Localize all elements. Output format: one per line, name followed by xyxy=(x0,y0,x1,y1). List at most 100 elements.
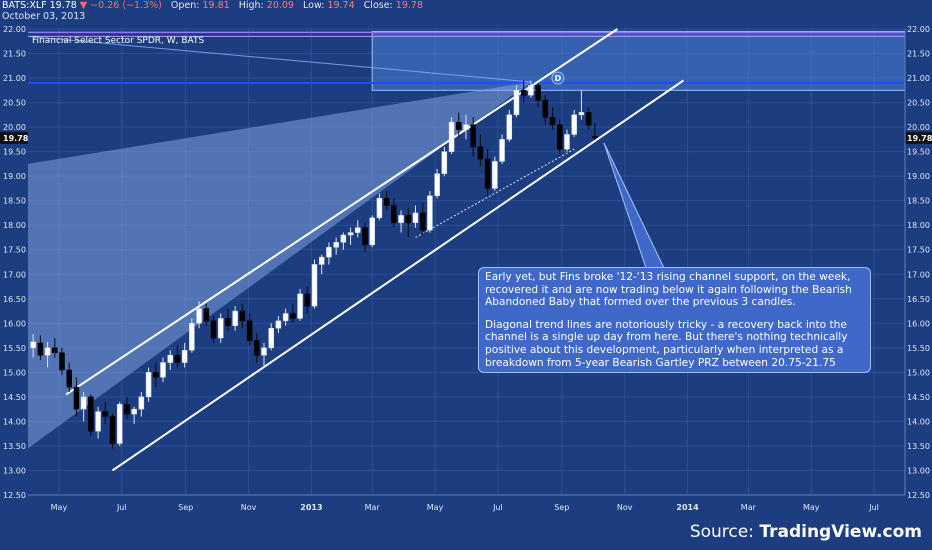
candle-body[interactable] xyxy=(528,85,534,96)
candle-body[interactable] xyxy=(477,146,484,160)
annotation-box: Early yet, but Fins broke '12-'13 rising… xyxy=(478,267,871,373)
candle-body[interactable] xyxy=(232,310,238,327)
y-tick-label-left: 14.50 xyxy=(3,393,26,402)
candle-body[interactable] xyxy=(73,386,80,410)
candle-body[interactable] xyxy=(217,318,224,339)
candle-body[interactable] xyxy=(80,396,87,410)
candle-body[interactable] xyxy=(571,114,577,135)
candle-body[interactable] xyxy=(282,313,289,322)
candle-body[interactable] xyxy=(239,310,246,322)
candle-body[interactable] xyxy=(174,354,181,363)
candle-body[interactable] xyxy=(585,112,592,126)
candle-body[interactable] xyxy=(340,234,347,243)
x-tick-label: Sep xyxy=(178,503,193,512)
candle-body[interactable] xyxy=(109,416,116,444)
candle-body[interactable] xyxy=(484,158,491,189)
candle-body[interactable] xyxy=(66,369,72,388)
candle-body[interactable] xyxy=(398,215,404,224)
symbol-name[interactable]: BATS:XLF xyxy=(2,0,47,11)
candle-body[interactable] xyxy=(203,308,210,322)
down-arrow-icon: ▼ xyxy=(79,0,88,11)
candle-body[interactable] xyxy=(383,197,390,206)
candle-body[interactable] xyxy=(254,340,260,356)
candle-body[interactable] xyxy=(333,242,339,248)
candle-body[interactable] xyxy=(456,121,462,130)
candle-body[interactable] xyxy=(434,173,440,197)
candle-body[interactable] xyxy=(578,112,585,116)
candle-body[interactable] xyxy=(116,404,123,444)
candle-body[interactable] xyxy=(549,117,556,125)
y-tick-label-left: 18.50 xyxy=(3,197,26,206)
candle-body[interactable] xyxy=(59,352,65,371)
candle-body[interactable] xyxy=(369,217,375,246)
candle-body[interactable] xyxy=(470,124,476,147)
candle-body[interactable] xyxy=(391,205,397,224)
candle-body[interactable] xyxy=(376,197,383,219)
candle-body[interactable] xyxy=(441,151,448,174)
candle-body[interactable] xyxy=(355,227,361,233)
candle-body[interactable] xyxy=(189,323,195,351)
candle-body[interactable] xyxy=(138,396,145,410)
candle-body[interactable] xyxy=(463,124,469,130)
candle-body[interactable] xyxy=(427,195,433,231)
last-price: 19.78 xyxy=(49,0,77,11)
candle-body[interactable] xyxy=(44,347,51,356)
candle-body[interactable] xyxy=(412,212,419,224)
last-price-badge-left xyxy=(0,131,28,144)
candle-body[interactable] xyxy=(557,124,563,150)
channel-upper-line[interactable] xyxy=(65,28,619,396)
candle-body[interactable] xyxy=(95,411,101,432)
candle-body[interactable] xyxy=(362,227,368,246)
y-tick-label-left: 20.00 xyxy=(3,123,26,132)
candle-body[interactable] xyxy=(181,350,188,363)
candle-body[interactable] xyxy=(225,318,231,327)
y-tick-label-right: 12.50 xyxy=(907,491,930,500)
candle-body[interactable] xyxy=(520,90,527,96)
candle-body[interactable] xyxy=(52,347,58,353)
candle-body[interactable] xyxy=(326,247,332,258)
candle-body[interactable] xyxy=(535,85,541,101)
y-tick-label-right: 20.00 xyxy=(907,123,930,132)
y-tick-label-right: 19.50 xyxy=(907,148,930,157)
y-tick-label-left: 21.50 xyxy=(3,50,26,59)
candle-body[interactable] xyxy=(124,404,130,415)
x-tick-label: Jul xyxy=(868,503,879,512)
candle-body[interactable] xyxy=(304,293,311,307)
candle-body[interactable] xyxy=(246,320,253,341)
candle-body[interactable] xyxy=(210,320,217,339)
candle-body[interactable] xyxy=(131,408,137,415)
candle-body[interactable] xyxy=(513,90,520,116)
candle-body[interactable] xyxy=(318,256,325,265)
candle-body[interactable] xyxy=(290,313,296,319)
candle-body[interactable] xyxy=(196,308,202,324)
candle-body[interactable] xyxy=(167,354,173,363)
y-tick-label-right: 16.00 xyxy=(907,319,930,328)
candle-body[interactable] xyxy=(542,99,549,118)
candle-body[interactable] xyxy=(405,215,412,224)
candle-body[interactable] xyxy=(160,362,166,378)
x-tick-label: May xyxy=(803,503,820,512)
candle-body[interactable] xyxy=(102,411,109,417)
candle-body[interactable] xyxy=(564,134,570,150)
candle-body[interactable] xyxy=(275,320,282,329)
candle-body[interactable] xyxy=(297,293,303,319)
candle-body[interactable] xyxy=(506,114,513,140)
candle-body[interactable] xyxy=(499,139,505,162)
channel-lower-line[interactable] xyxy=(111,79,684,472)
candle-body[interactable] xyxy=(592,136,598,139)
y-tick-label-right: 20.50 xyxy=(907,99,930,108)
candle-body[interactable] xyxy=(30,341,36,349)
candle-body[interactable] xyxy=(268,327,274,349)
candle-body[interactable] xyxy=(347,232,354,236)
candle-body[interactable] xyxy=(311,264,318,307)
candle-body[interactable] xyxy=(419,212,426,231)
candle-body[interactable] xyxy=(153,372,159,378)
candle-body[interactable] xyxy=(88,396,94,432)
candle-body[interactable] xyxy=(37,342,44,356)
candle-body[interactable] xyxy=(492,161,498,189)
source-brand[interactable]: TradingView.com xyxy=(759,522,922,542)
candle-body[interactable] xyxy=(448,121,455,152)
candle-body[interactable] xyxy=(145,372,152,398)
candle-body[interactable] xyxy=(261,347,267,356)
